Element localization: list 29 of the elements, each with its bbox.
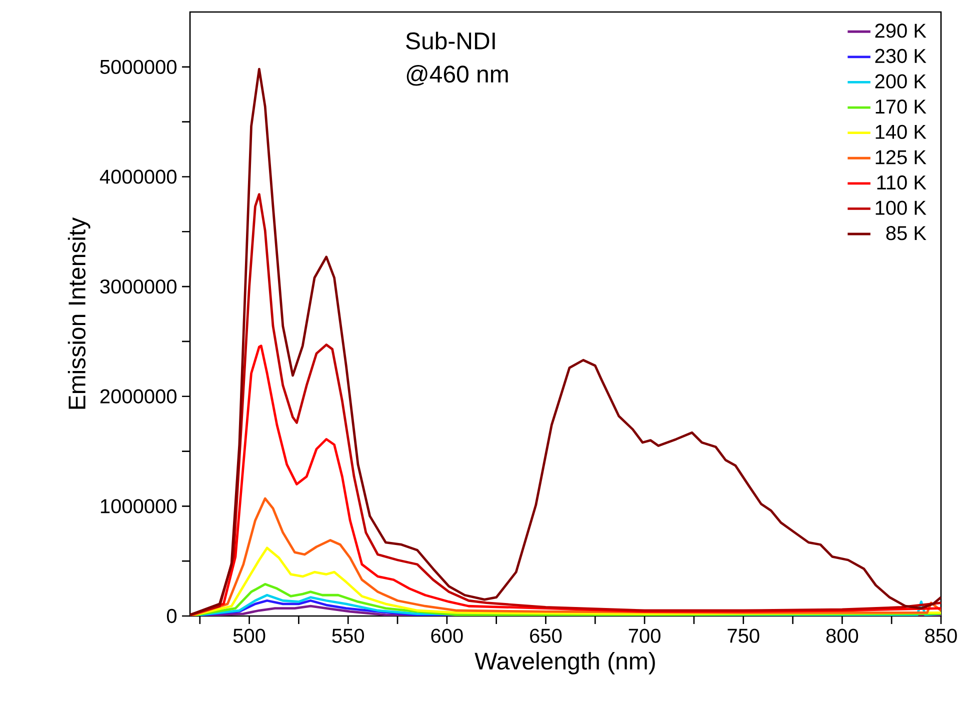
x-tick-label: 600: [431, 628, 463, 643]
x-tick-label: 700: [628, 628, 660, 643]
y-tick-label: 5000000: [100, 60, 176, 74]
legend-label: 85 K: [886, 226, 926, 240]
y-tick-label: 2000000: [100, 389, 176, 404]
legend-label: 200 K: [875, 74, 926, 88]
x-tick-label: 800: [826, 628, 858, 643]
x-tick-label: 500: [233, 628, 266, 643]
y-tick-label: 1000000: [100, 499, 176, 514]
line-series: [190, 497, 942, 616]
legend-label: 110 K: [877, 175, 926, 190]
legend-label: 170 K: [876, 100, 926, 114]
x-tick-label: 650: [530, 628, 562, 643]
legend-label: 140 K: [876, 124, 926, 139]
y-axis-title: Emission Intensity: [68, 217, 90, 409]
y-tick-label: 0: [166, 608, 176, 624]
x-tick-label: 550: [332, 628, 364, 643]
legend-label: 100 K: [876, 200, 926, 215]
x-tick-label: 750: [728, 628, 760, 643]
y-tick-label: 3000000: [100, 279, 176, 294]
line-series: [190, 193, 942, 616]
x-axis-title: Wavelength (nm): [474, 652, 655, 674]
legend-label: 230 K: [875, 48, 926, 64]
y-tick-label: 4000000: [100, 170, 176, 184]
annotation: @460 nm: [406, 65, 508, 86]
x-tick-label: 850: [925, 628, 957, 643]
annotation: Sub-NDI: [406, 32, 495, 50]
legend-label: 290 K: [875, 24, 926, 38]
legend-label: 125 K: [876, 150, 926, 164]
